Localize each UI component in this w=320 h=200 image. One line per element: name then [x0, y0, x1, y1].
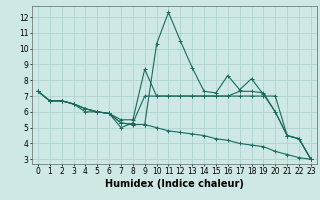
X-axis label: Humidex (Indice chaleur): Humidex (Indice chaleur) — [105, 179, 244, 189]
